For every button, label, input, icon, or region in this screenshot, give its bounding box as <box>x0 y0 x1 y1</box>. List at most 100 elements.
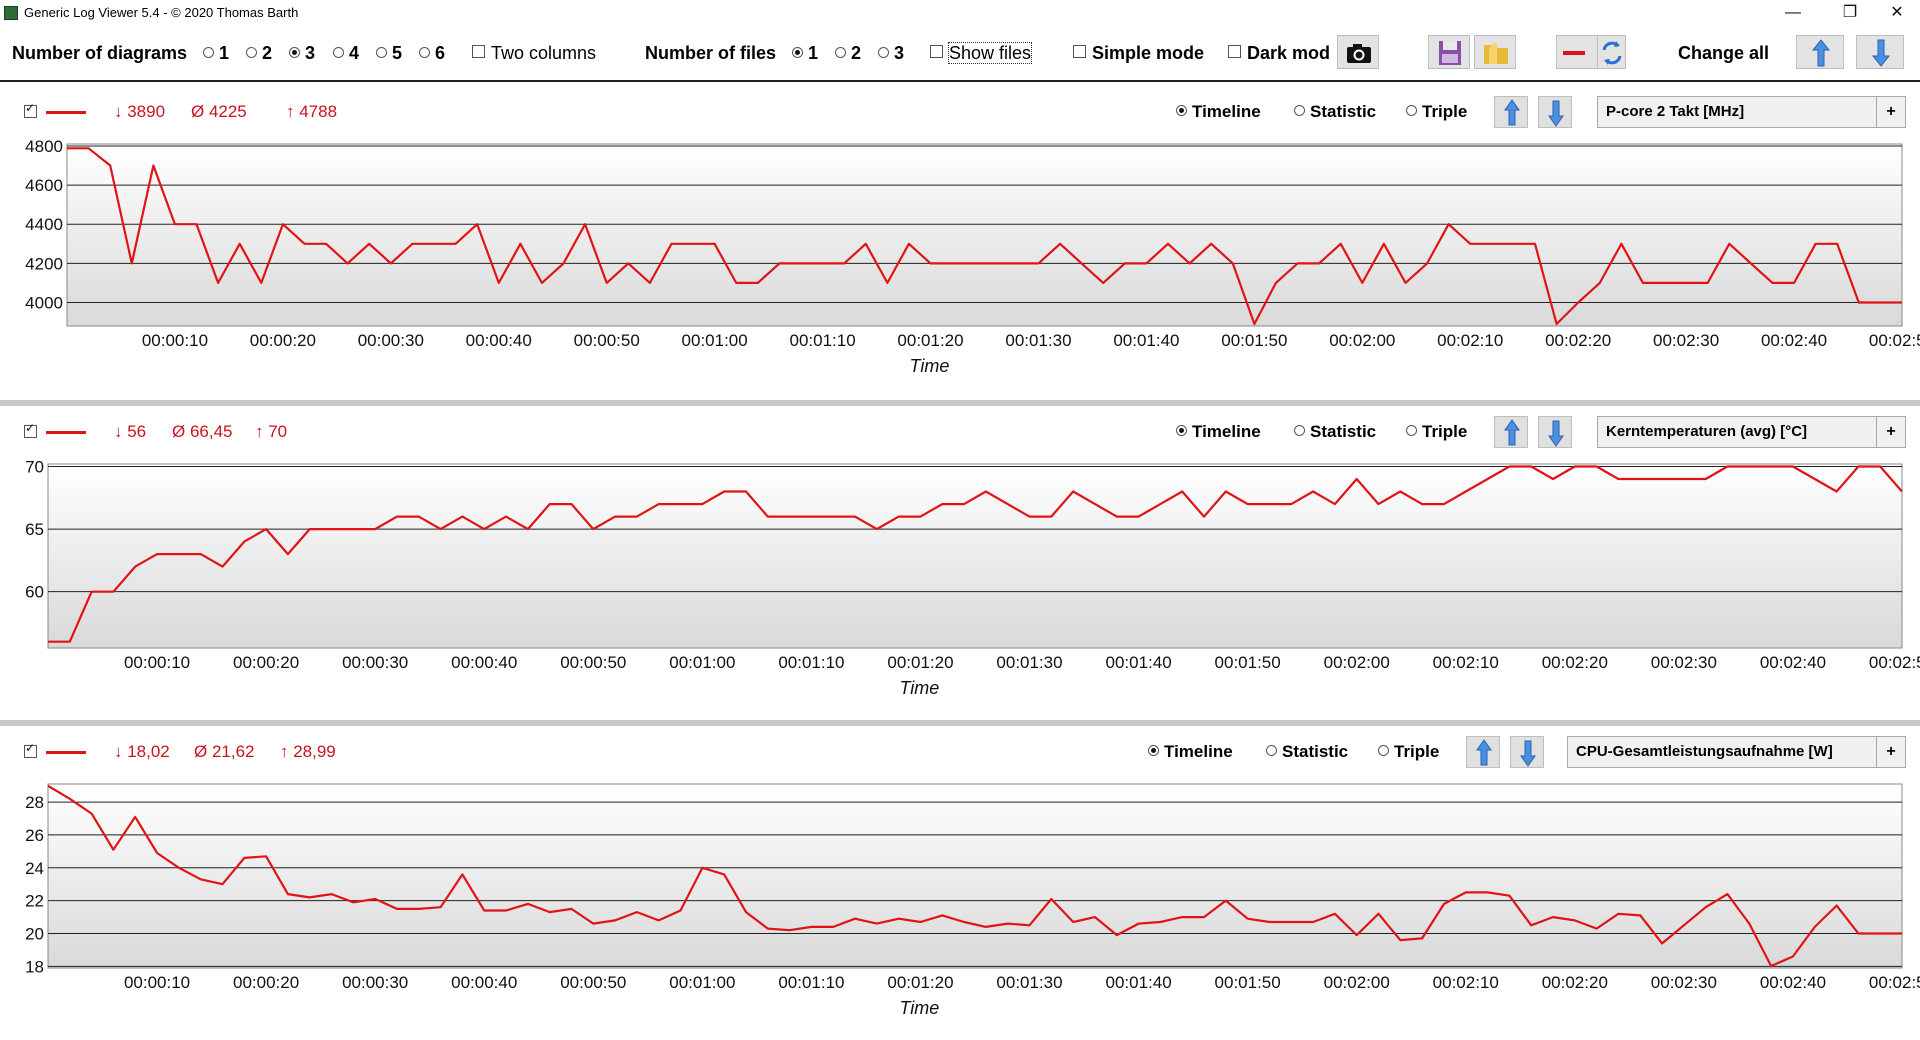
view-option-triple[interactable]: Triple <box>1378 730 1439 774</box>
min-value: ↓ 56 <box>114 422 147 441</box>
move-all-up-button[interactable] <box>1796 35 1844 69</box>
move-down-button[interactable] <box>1538 416 1572 448</box>
y-tick-label: 60 <box>25 583 44 602</box>
x-tick-label: 00:00:40 <box>466 331 532 350</box>
y-tick-label: 4000 <box>25 294 63 313</box>
file-option-2[interactable]: 2 <box>835 26 861 80</box>
x-tick-label: 00:00:50 <box>574 331 640 350</box>
y-tick-label: 4400 <box>25 215 63 234</box>
two-columns-checkbox[interactable]: Two columns <box>472 26 596 80</box>
x-tick-label: 00:01:20 <box>897 331 963 350</box>
x-tick-label: 00:02:10 <box>1437 331 1503 350</box>
view-option-statistic[interactable]: Statistic <box>1294 410 1376 454</box>
radio-icon <box>1294 105 1305 117</box>
view-option-timeline[interactable]: Timeline <box>1176 410 1261 454</box>
view-option-triple[interactable]: Triple <box>1406 410 1467 454</box>
x-tick-label: 00:01:10 <box>778 973 844 992</box>
series-visible-checkbox[interactable] <box>24 101 37 118</box>
file-option-1[interactable]: 1 <box>792 26 818 80</box>
timeline-chart[interactable]: 4000 4200 4400 4600 4800 00:00:10 00:00:20 00:0… <box>0 134 1920 404</box>
x-axis-title: Time <box>899 998 939 1018</box>
x-tick-label: 00:01:30 <box>996 653 1062 672</box>
panel-separator[interactable] <box>0 720 1920 726</box>
series-legend-line <box>46 431 86 434</box>
radio-selected-icon <box>1176 425 1187 437</box>
move-up-button[interactable] <box>1494 96 1528 128</box>
channel-select[interactable]: P-core 2 Takt [MHz] ⌄ <box>1597 96 1903 128</box>
arrow-down-icon <box>1548 420 1564 447</box>
diagram-panel-3: ↓ 18,02 Ø 21,62 ↑ 28,99 Timeline Statist… <box>0 730 1920 1040</box>
x-tick-label: 00:02:30 <box>1651 653 1717 672</box>
panel-separator[interactable] <box>0 400 1920 406</box>
timeline-chart[interactable]: 18 20 22 24 26 28 00:00:10 00:00:20 00:00:30 00:0… <box>0 774 1920 1040</box>
screenshot-button[interactable] <box>1337 35 1379 69</box>
minimize-button[interactable]: — <box>1785 4 1801 21</box>
file-option-3[interactable]: 3 <box>878 26 904 80</box>
move-up-button[interactable] <box>1466 736 1500 768</box>
checkbox-icon <box>930 44 943 58</box>
radio-icon <box>1294 425 1305 437</box>
show-files-checkbox[interactable]: Show files <box>930 26 1033 80</box>
arrow-up-icon <box>1504 99 1520 126</box>
view-option-timeline[interactable]: Timeline <box>1176 90 1261 134</box>
radio-icon <box>1266 745 1277 757</box>
restore-button[interactable]: ❐ <box>1842 4 1858 21</box>
move-up-button[interactable] <box>1494 416 1528 448</box>
simple-mode-checkbox[interactable]: Simple mode <box>1073 26 1204 80</box>
plot-area <box>66 143 1903 327</box>
x-tick-label: 00:02:20 <box>1542 973 1608 992</box>
close-button[interactable]: ✕ <box>1890 4 1904 21</box>
view-option-statistic[interactable]: Statistic <box>1266 730 1348 774</box>
view-option-timeline[interactable]: Timeline <box>1148 730 1233 774</box>
max-value: ↑ 28,99 <box>280 742 336 761</box>
move-down-button[interactable] <box>1510 736 1544 768</box>
add-series-button[interactable]: + <box>1876 96 1906 128</box>
panel-header: ↓ 56 Ø 66,45 ↑ 70 Timeline Statistic Tri… <box>0 410 1920 454</box>
x-tick-label: 00:00:10 <box>142 331 208 350</box>
series-visible-checkbox[interactable] <box>24 741 37 758</box>
move-all-down-button[interactable] <box>1856 35 1904 69</box>
add-series-button[interactable]: + <box>1876 416 1906 448</box>
diagram-option-1[interactable]: 1 <box>203 26 229 80</box>
diagram-option-6[interactable]: 6 <box>419 26 445 80</box>
y-tick-label: 28 <box>25 793 44 812</box>
x-tick-label: 00:00:30 <box>358 331 424 350</box>
series-visible-checkbox[interactable] <box>24 421 37 438</box>
y-tick-label: 20 <box>25 925 44 944</box>
open-folder-button[interactable] <box>1474 35 1516 69</box>
dark-mode-checkbox[interactable]: Dark mod <box>1228 26 1330 80</box>
diagram-option-3[interactable]: 3 <box>289 26 315 80</box>
x-tick-label: 00:00:30 <box>342 973 408 992</box>
diagram-option-4[interactable]: 4 <box>333 26 359 80</box>
x-tick-label: 00:00:50 <box>560 653 626 672</box>
x-tick-label: 00:01:40 <box>1105 973 1171 992</box>
move-down-button[interactable] <box>1538 96 1572 128</box>
swap-color-button[interactable] <box>1556 35 1598 69</box>
y-tick-label: 4800 <box>25 137 63 156</box>
x-tick-label: 00:00:50 <box>560 973 626 992</box>
series-line <box>47 784 1902 968</box>
x-tick-label: 00:01:50 <box>1215 653 1281 672</box>
y-tick-label: 4200 <box>25 254 63 273</box>
x-tick-label: 00:00:20 <box>250 331 316 350</box>
add-series-button[interactable]: + <box>1876 736 1906 768</box>
diagram-option-2[interactable]: 2 <box>246 26 272 80</box>
arrow-down-icon <box>1871 39 1891 67</box>
view-option-statistic[interactable]: Statistic <box>1294 90 1376 134</box>
x-tick-label: 00:02:10 <box>1433 653 1499 672</box>
x-tick-label: 00:02:20 <box>1542 653 1608 672</box>
panel-header: ↓ 3890 Ø 4225 ↑ 4788 Timeline Statistic … <box>0 90 1920 134</box>
x-tick-label: 00:01:30 <box>1005 331 1071 350</box>
radio-icon <box>376 46 387 58</box>
channel-select[interactable]: CPU-Gesamtleistungsaufnahme [W] ⌄ <box>1567 736 1903 768</box>
timeline-chart[interactable]: 60 65 70 00:00:10 00:00:20 00:00:30 00:00:40 00… <box>0 454 1920 724</box>
save-button[interactable] <box>1428 35 1470 69</box>
y-tick-label: 26 <box>25 826 44 845</box>
radio-selected-icon <box>1148 745 1159 757</box>
channel-select[interactable]: Kerntemperaturen (avg) [°C] ⌄ <box>1597 416 1903 448</box>
refresh-button[interactable] <box>1598 35 1626 69</box>
floppy-disk-icon <box>1439 41 1461 65</box>
view-option-triple[interactable]: Triple <box>1406 90 1467 134</box>
series-line <box>67 147 1902 326</box>
diagram-option-5[interactable]: 5 <box>376 26 402 80</box>
